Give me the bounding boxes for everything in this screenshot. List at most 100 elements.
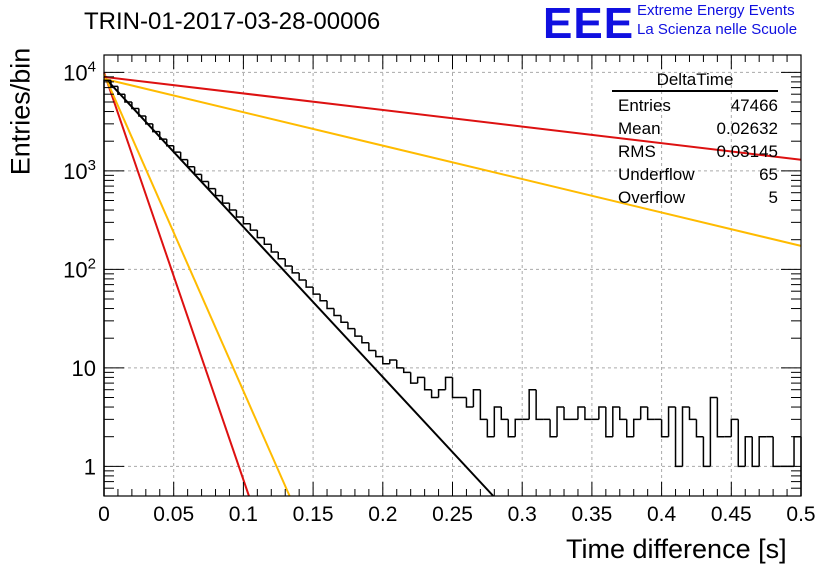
fit-curve [103,72,250,497]
histogram-bin [214,188,223,197]
logo-text-line1: Extreme Energy Events [637,2,795,19]
stats-box: DeltaTime Entries 47466 Mean 0.02632 RMS 0.… [612,70,778,209]
chart-title: TRIN-01-2017-03-28-00006 [84,8,381,35]
stats-label: RMS [618,142,656,161]
histogram-bin [200,174,209,183]
histogram-bin [165,139,174,147]
x-tick-labels: 0 0.05 0.1 0.15 0.2 0.25 0.3 0.35 0.4 0.45 0.5 [98,503,815,526]
stats-row-overflow: Overflow 5 [612,186,778,209]
histogram-bin [660,419,669,438]
histogram-bin [479,389,488,421]
histogram-bin [395,360,404,369]
histogram-bin [688,407,697,421]
stats-row-mean: Mean 0.02632 [612,117,778,140]
histogram-bin [563,407,571,421]
histogram-bin [674,407,683,468]
fit-curve [103,76,495,497]
histogram-bin [793,435,801,467]
histogram-bin [152,123,160,133]
histogram-bin [284,258,293,267]
histogram-bin [737,419,746,468]
histogram-bin [138,108,146,117]
histogram-bin [751,436,760,468]
histogram-bin [319,294,328,302]
histogram-bin [298,272,307,281]
histogram-bin [305,279,314,288]
y-tick-label: 10 [72,356,96,381]
histogram-bin [402,367,411,374]
histogram-bin [172,145,181,153]
histogram-bin [577,406,585,420]
histogram-bin [242,216,251,225]
histogram-bin [256,230,265,239]
histogram-bin [528,388,537,420]
x-tick-label: 0.05 [153,503,194,526]
histogram-bin [730,418,739,437]
x-tick-label: 0.35 [571,503,612,526]
histogram-bin [619,407,627,421]
x-tick-label: 0.15 [293,503,334,526]
histogram-bin [235,210,244,218]
stats-value: 65 [759,165,778,184]
histogram-bin [556,406,565,437]
x-tick-label: 0.45 [711,503,752,526]
histogram-bin [758,435,767,467]
histogram-bin [159,131,167,140]
fit-curves [103,72,802,497]
histogram-bin [326,300,335,310]
stats-label: Entries [618,96,671,115]
histogram-bin [382,356,390,365]
histogram-bin [249,223,258,231]
y-axis-label: Entries/bin [5,47,36,176]
histogram-bin [598,406,606,420]
histogram-bin [423,377,432,391]
fit-curve [103,77,802,247]
histogram-bin [207,181,216,190]
stats-label: Overflow [618,188,686,207]
y-tick-label: 102 [63,255,96,282]
histogram-bin [772,436,781,468]
stats-value: 47466 [730,96,778,115]
x-tick-label: 0.4 [647,503,677,526]
y-tick-labels: 1 10 102 103 104 [63,58,96,479]
histogram-bin [695,419,704,438]
histogram-bin [375,350,383,358]
histogram-bin [451,377,460,399]
histogram-bin [186,159,195,168]
histogram-bin [486,419,495,438]
logo-text-line2: La Scienza nelle Scuole [637,21,798,38]
x-tick-label: 0 [98,503,110,526]
histogram-bin [472,388,481,408]
histogram-bin [716,397,725,438]
histogram-bin [632,418,641,437]
histogram-bin [333,308,341,317]
histogram-bin [702,436,711,468]
histogram-bin [270,244,279,253]
stats-title: DeltaTime [612,70,778,92]
histogram-bin [639,406,648,420]
histogram-bin [646,407,655,421]
histogram-bin [465,397,474,408]
histogram-bin [354,328,362,337]
x-tick-label: 0.1 [229,503,258,526]
histogram-bin [667,406,676,437]
x-tick-label: 0.25 [432,503,473,526]
y-tick-label: 1 [84,454,96,479]
histogram-bin [709,396,718,467]
histogram-bin [179,152,188,161]
histogram-bin [605,407,613,438]
histogram-bin [389,359,397,364]
histogram-bin [514,418,523,437]
stats-row-rms: RMS 0.03145 [612,140,778,163]
eee-logo: EEE [543,0,635,48]
histogram-bin [368,342,376,352]
histogram-bin [416,376,425,384]
histogram-bin [103,79,111,496]
histogram-bin [124,94,132,103]
histogram-bin [228,203,237,211]
stats-value: 0.03145 [716,142,778,161]
histogram-bin [312,287,321,295]
x-tick-label: 0.3 [508,503,537,526]
stats-label: Underflow [618,165,695,184]
